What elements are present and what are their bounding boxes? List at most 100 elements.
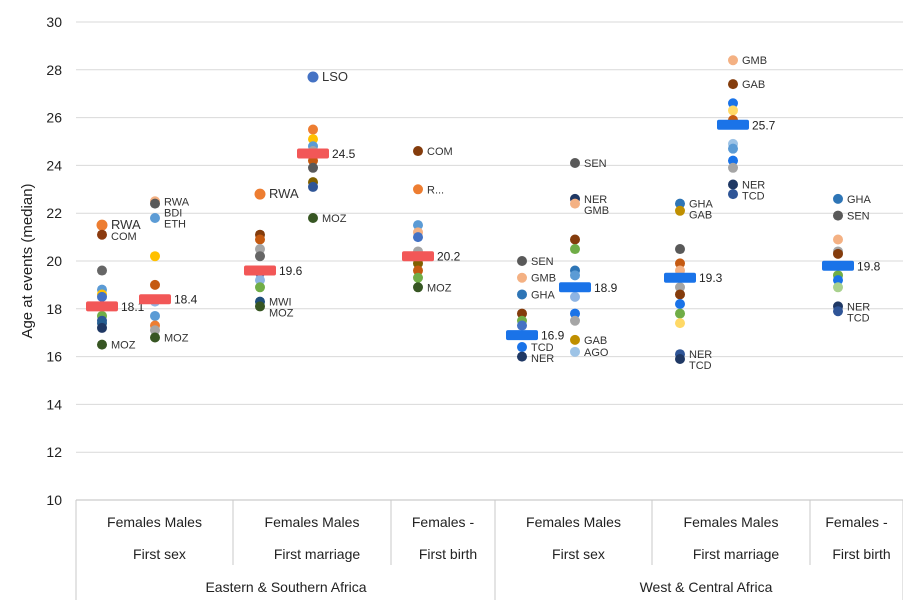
data-point: [570, 308, 580, 319]
country-label: ETH: [164, 218, 186, 230]
data-point: [570, 334, 580, 345]
country-label: SEN: [584, 158, 607, 170]
median-bar: [559, 282, 591, 293]
median-label: 18.4: [174, 293, 198, 307]
data-point: [728, 105, 738, 116]
country-label: R...: [427, 184, 444, 196]
event-label: First birth: [419, 546, 477, 562]
y-tick-label: 30: [46, 14, 62, 30]
data-point: [675, 198, 685, 209]
data-point: [570, 244, 580, 255]
data-point: [517, 256, 527, 266]
country-label: GAB: [689, 210, 712, 222]
median-label: 18.1: [121, 300, 145, 314]
data-point: [675, 353, 685, 364]
data-point: [517, 272, 527, 283]
sex-label: Females -: [412, 514, 475, 530]
country-label: SEN: [531, 256, 554, 268]
data-point: [97, 339, 107, 350]
sex-label: Females -: [825, 514, 888, 530]
y-tick-label: 22: [46, 205, 62, 221]
event-label: First birth: [832, 546, 890, 562]
median-bar: [139, 294, 171, 305]
data-point: [675, 299, 685, 310]
country-label: NER: [689, 349, 712, 361]
data-point: [97, 229, 107, 240]
country-label: NER: [531, 353, 554, 365]
data-point: [97, 265, 107, 276]
country-label: MOZ: [164, 332, 189, 344]
median-bar: [506, 330, 538, 341]
median-label: 18.9: [594, 281, 618, 295]
country-label: NER: [847, 301, 870, 313]
data-point: [728, 79, 738, 90]
data-point: [833, 275, 843, 286]
country-label: RWA: [269, 186, 299, 201]
data-point: [517, 289, 527, 300]
country-label: GAB: [742, 79, 765, 91]
data-point: [308, 212, 318, 223]
data-point: [413, 184, 423, 195]
y-tick-label: 28: [46, 62, 62, 78]
data-point: [675, 282, 685, 293]
data-point: [254, 188, 266, 200]
country-label: AGO: [584, 347, 609, 359]
country-label: NER: [584, 194, 607, 206]
median-label: 25.7: [752, 118, 776, 132]
country-label: RWA: [111, 217, 141, 232]
data-point: [570, 315, 580, 326]
data-point: [675, 258, 685, 269]
data-point: [728, 155, 738, 166]
y-tick-label: 26: [46, 110, 62, 126]
country-label: COM: [111, 231, 137, 243]
data-point: [833, 234, 843, 245]
data-point: [728, 143, 738, 154]
median-bar: [86, 301, 118, 312]
data-point: [150, 325, 160, 336]
data-point: [413, 232, 423, 243]
data-point: [675, 244, 685, 255]
data-point: [150, 279, 160, 290]
median-label: 20.2: [437, 250, 461, 264]
data-point: [150, 332, 160, 343]
region-label: West & Central Africa: [640, 579, 773, 595]
data-point: [413, 220, 423, 231]
data-point: [675, 318, 685, 329]
median-label: 19.3: [699, 271, 723, 285]
data-point: [255, 282, 265, 293]
data-point: [255, 275, 265, 286]
country-label: TCD: [847, 312, 870, 324]
y-tick-label: 20: [46, 253, 62, 269]
data-point: [517, 320, 527, 331]
median-label: 19.8: [857, 259, 881, 273]
country-label: GHA: [847, 194, 872, 206]
data-point: [150, 198, 160, 209]
country-label: MOZ: [427, 282, 452, 294]
data-point: [833, 210, 843, 221]
sex-label: Females Males: [265, 514, 360, 530]
data-point: [308, 124, 318, 135]
median-label: 24.5: [332, 147, 356, 161]
data-point: [728, 98, 738, 109]
median-bar: [244, 265, 276, 276]
data-point: [96, 219, 108, 231]
y-tick-label: 12: [46, 444, 62, 460]
country-label: COM: [427, 146, 453, 158]
data-point: [570, 198, 580, 209]
sex-label: Females Males: [526, 514, 621, 530]
median-bar: [717, 119, 749, 130]
median-bar: [664, 272, 696, 283]
data-point: [675, 205, 685, 216]
y-tick-label: 10: [46, 492, 62, 508]
data-point: [97, 322, 107, 333]
data-point: [570, 270, 580, 281]
country-label: TCD: [531, 342, 554, 354]
data-point: [728, 179, 738, 190]
y-tick-label: 18: [46, 301, 62, 317]
median-label: 16.9: [541, 329, 565, 343]
data-point: [833, 282, 843, 293]
data-point: [675, 289, 685, 300]
sex-label: Females Males: [684, 514, 779, 530]
country-label: MOZ: [322, 213, 347, 225]
